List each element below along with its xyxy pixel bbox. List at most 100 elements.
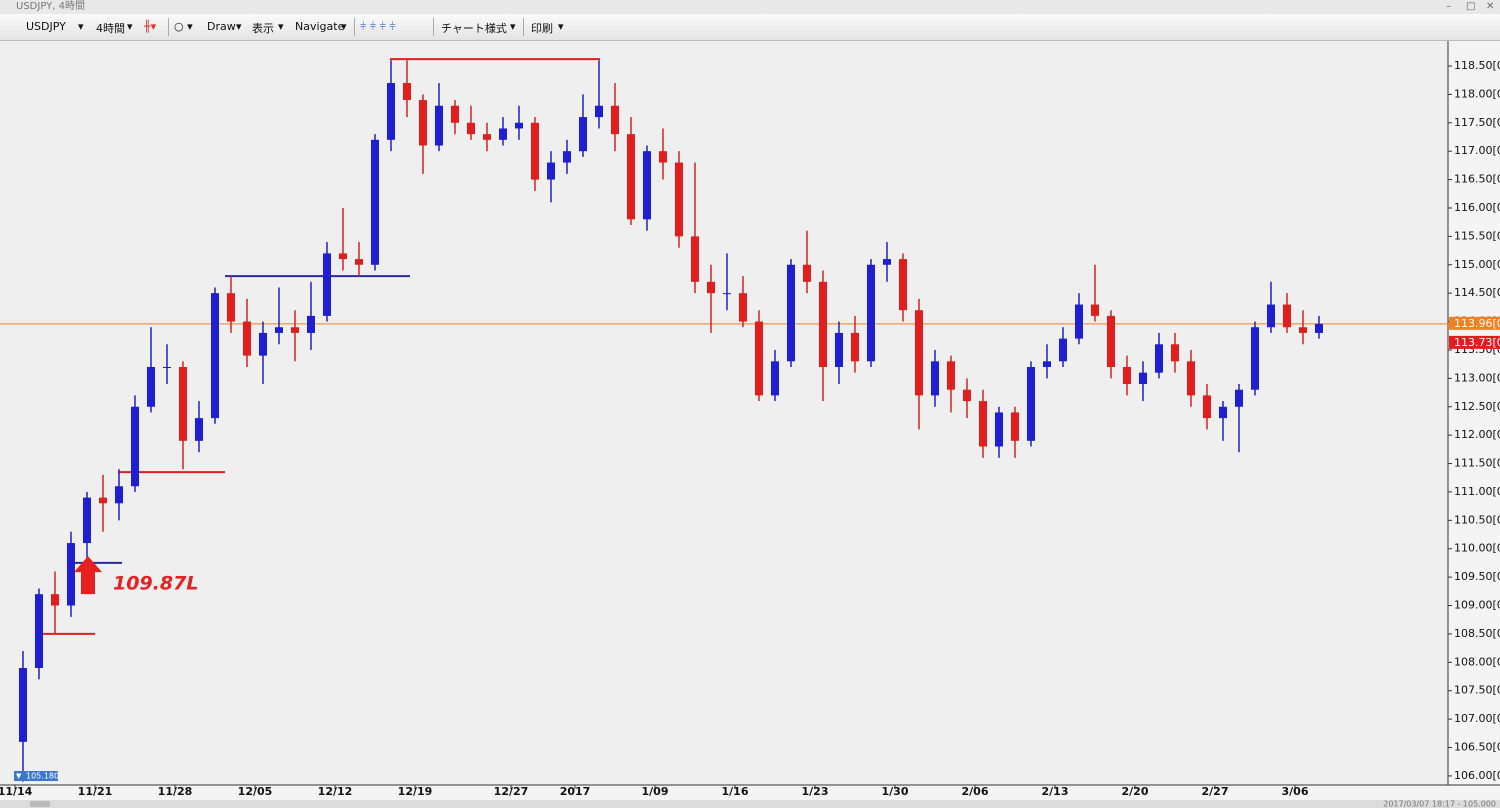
y-tick-label: 111.00[0 bbox=[1454, 485, 1500, 498]
candle-body bbox=[275, 327, 283, 333]
dropdown-arrow[interactable]: ▾ bbox=[341, 20, 347, 33]
candle-body bbox=[67, 543, 75, 606]
candle-body bbox=[1091, 304, 1099, 316]
candle-body bbox=[899, 259, 907, 311]
y-tick-label: 108.50[0 bbox=[1454, 627, 1500, 640]
candle-icon[interactable]: ╫▾ bbox=[144, 20, 157, 33]
candle-body bbox=[1187, 361, 1195, 396]
candle-body bbox=[1139, 372, 1147, 385]
y-tick-label: 112.50[0 bbox=[1454, 400, 1500, 413]
scrollbar[interactable] bbox=[0, 800, 1500, 808]
chart-style-menu[interactable]: チャート様式 bbox=[441, 22, 507, 35]
buy-arrow bbox=[74, 556, 102, 595]
y-tick-label: 107.00[0 bbox=[1454, 712, 1500, 725]
low-marker-box bbox=[14, 771, 58, 781]
candle-body bbox=[579, 117, 587, 152]
window-title: USDJPY, 4時間 bbox=[16, 1, 85, 12]
candle-body bbox=[611, 105, 619, 135]
zoom-tools[interactable]: ⫩ ⫩ ⫩ ⫩ bbox=[360, 20, 396, 33]
y-tick-label: 118.00[0 bbox=[1454, 87, 1500, 100]
candle-body bbox=[787, 264, 795, 362]
y-tick-label: 118.50[0 bbox=[1454, 59, 1500, 72]
status-time: 2017/03/07 18:17 - 105.000 bbox=[1383, 800, 1496, 808]
x-tick-label: 11/28 bbox=[158, 785, 193, 798]
x-tick-label: 2017 bbox=[560, 785, 591, 798]
candle-body bbox=[1251, 327, 1259, 390]
scroll-thumb[interactable] bbox=[30, 801, 50, 807]
x-tick-label: 1/16 bbox=[722, 785, 749, 798]
x-tick-label: 11/21 bbox=[78, 785, 113, 798]
dropdown-arrow[interactable]: ▾ bbox=[78, 20, 84, 33]
x-tick-label: 3/06 bbox=[1282, 785, 1309, 798]
candle-body bbox=[723, 293, 731, 295]
time-axis bbox=[0, 785, 1500, 800]
x-tick-label: 2/13 bbox=[1042, 785, 1069, 798]
toolbar: USDJPY ▾ 4時間 ▾ ╫▾ ○ ▾ Draw ▾ 表示 ▾ Naviga… bbox=[0, 14, 1500, 41]
dropdown-arrow[interactable]: ▾ bbox=[510, 20, 516, 33]
y-tick-label: 112.00[0 bbox=[1454, 428, 1500, 441]
navigate-menu[interactable]: Navigate bbox=[295, 20, 345, 33]
candle-body bbox=[499, 128, 507, 140]
symbol-select[interactable]: USDJPY bbox=[26, 20, 66, 33]
x-tick-label: 2/20 bbox=[1122, 785, 1149, 798]
candle-body bbox=[691, 236, 699, 282]
candle-body bbox=[851, 332, 859, 362]
candle-body bbox=[995, 412, 1003, 447]
y-tick-label: 115.50[0 bbox=[1454, 229, 1500, 242]
candle-body bbox=[803, 264, 811, 282]
dropdown-arrow[interactable]: ▾ bbox=[236, 20, 242, 33]
candle-body bbox=[19, 668, 27, 742]
title-bar: USDJPY, 4時間 – □ ✕ bbox=[0, 0, 1500, 14]
candle-body bbox=[1107, 315, 1115, 367]
candle-body bbox=[1267, 304, 1275, 328]
candle-body bbox=[243, 321, 251, 356]
maximize[interactable]: □ bbox=[1466, 1, 1476, 12]
candle-body bbox=[595, 105, 603, 118]
draw-menu[interactable]: Draw bbox=[207, 20, 236, 33]
candle-body bbox=[323, 253, 331, 316]
candle-body bbox=[1299, 327, 1307, 333]
candle-body bbox=[147, 366, 155, 407]
x-tick-label: 1/30 bbox=[882, 785, 909, 798]
candle-body bbox=[547, 162, 555, 180]
candle-body bbox=[979, 401, 987, 447]
y-tick-label: 109.00[0 bbox=[1454, 599, 1500, 612]
candle-body bbox=[931, 361, 939, 396]
candle-body bbox=[83, 497, 91, 544]
candle-body bbox=[371, 139, 379, 265]
minimize[interactable]: – bbox=[1446, 1, 1451, 12]
candle-body bbox=[659, 151, 667, 163]
candle-body bbox=[211, 293, 219, 419]
candle-body bbox=[163, 366, 171, 368]
candle-body bbox=[115, 486, 123, 504]
dropdown-arrow[interactable]: ▾ bbox=[278, 20, 284, 33]
candle-body bbox=[227, 293, 235, 322]
candle-body bbox=[755, 321, 763, 396]
candle-body bbox=[419, 100, 427, 146]
candle-body bbox=[835, 332, 843, 367]
print-menu[interactable]: 印刷 bbox=[531, 22, 553, 35]
y-tick-label: 106.50[0 bbox=[1454, 741, 1500, 754]
close[interactable]: ✕ bbox=[1486, 1, 1495, 12]
timeframe-select[interactable]: 4時間 bbox=[96, 22, 125, 35]
y-tick-label: 116.50[0 bbox=[1454, 173, 1500, 186]
candle-body bbox=[467, 122, 475, 135]
y-tick-label: 114.50[0 bbox=[1454, 286, 1500, 299]
dropdown-arrow[interactable]: ▾ bbox=[558, 20, 564, 33]
candle-body bbox=[563, 151, 571, 163]
candle-body bbox=[1283, 304, 1291, 328]
x-tick-label: 12/19 bbox=[398, 785, 433, 798]
dropdown-arrow[interactable]: ▾ bbox=[127, 20, 133, 33]
candle-body bbox=[1011, 412, 1019, 441]
candle-body bbox=[1027, 366, 1035, 441]
y-tick-label: 117.00[0 bbox=[1454, 144, 1500, 157]
view-menu[interactable]: 表示 bbox=[252, 22, 274, 35]
candle-body bbox=[355, 259, 363, 265]
candle-body bbox=[307, 315, 315, 333]
candle-body bbox=[531, 122, 539, 180]
candle-body bbox=[1171, 344, 1179, 362]
shape-tool[interactable]: ○ ▾ bbox=[174, 20, 193, 33]
y-tick-label: 106.00[0 bbox=[1454, 769, 1500, 782]
candle-body bbox=[99, 497, 107, 504]
